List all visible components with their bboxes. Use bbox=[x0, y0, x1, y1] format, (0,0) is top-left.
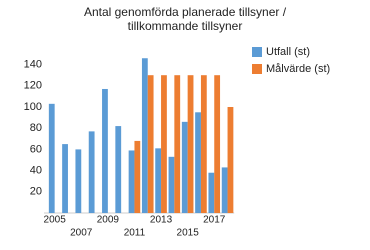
bar bbox=[181, 121, 188, 213]
bar bbox=[75, 149, 82, 213]
y-tick-label: 40 bbox=[30, 165, 42, 177]
legend-swatch bbox=[252, 47, 262, 57]
bar bbox=[88, 131, 95, 213]
bar bbox=[102, 88, 108, 213]
bar bbox=[161, 75, 167, 213]
x-tick-label: 2005 bbox=[44, 215, 67, 226]
legend-swatch bbox=[252, 64, 262, 74]
bar bbox=[128, 150, 135, 213]
bar bbox=[208, 172, 215, 213]
bar bbox=[141, 58, 148, 213]
bar bbox=[174, 75, 181, 213]
bar bbox=[200, 75, 207, 213]
bar bbox=[195, 112, 201, 213]
y-tick-label: 100 bbox=[24, 101, 42, 113]
bar bbox=[221, 167, 228, 213]
y-tick-label: 120 bbox=[24, 80, 42, 92]
chart-title: tillkommande tillsyner bbox=[128, 19, 243, 33]
y-tick-label: 80 bbox=[30, 122, 42, 134]
bar bbox=[134, 140, 141, 213]
y-tick-label: 20 bbox=[30, 186, 42, 198]
x-tick-label: 2015 bbox=[177, 228, 200, 239]
bar bbox=[48, 103, 55, 213]
bar bbox=[155, 148, 162, 213]
x-tick-label: 2009 bbox=[97, 215, 120, 226]
y-tick-label: 140 bbox=[24, 59, 42, 71]
legend-label: Utfall (st) bbox=[266, 46, 310, 58]
bar bbox=[115, 126, 122, 213]
x-tick-label: 2011 bbox=[124, 228, 146, 239]
bar bbox=[214, 75, 221, 213]
x-tick-label: 2013 bbox=[150, 215, 173, 226]
bar bbox=[187, 75, 194, 213]
x-tick-label: 2007 bbox=[70, 228, 93, 239]
chart-title: Antal genomförda planerade tillsyner / bbox=[84, 5, 287, 19]
bar bbox=[62, 144, 68, 213]
legend-label: Målvärde (st) bbox=[266, 63, 330, 75]
bar bbox=[168, 156, 175, 213]
x-tick-label: 2017 bbox=[203, 215, 226, 226]
bar bbox=[147, 75, 154, 213]
bar bbox=[227, 107, 234, 213]
y-tick-label: 60 bbox=[30, 143, 42, 155]
